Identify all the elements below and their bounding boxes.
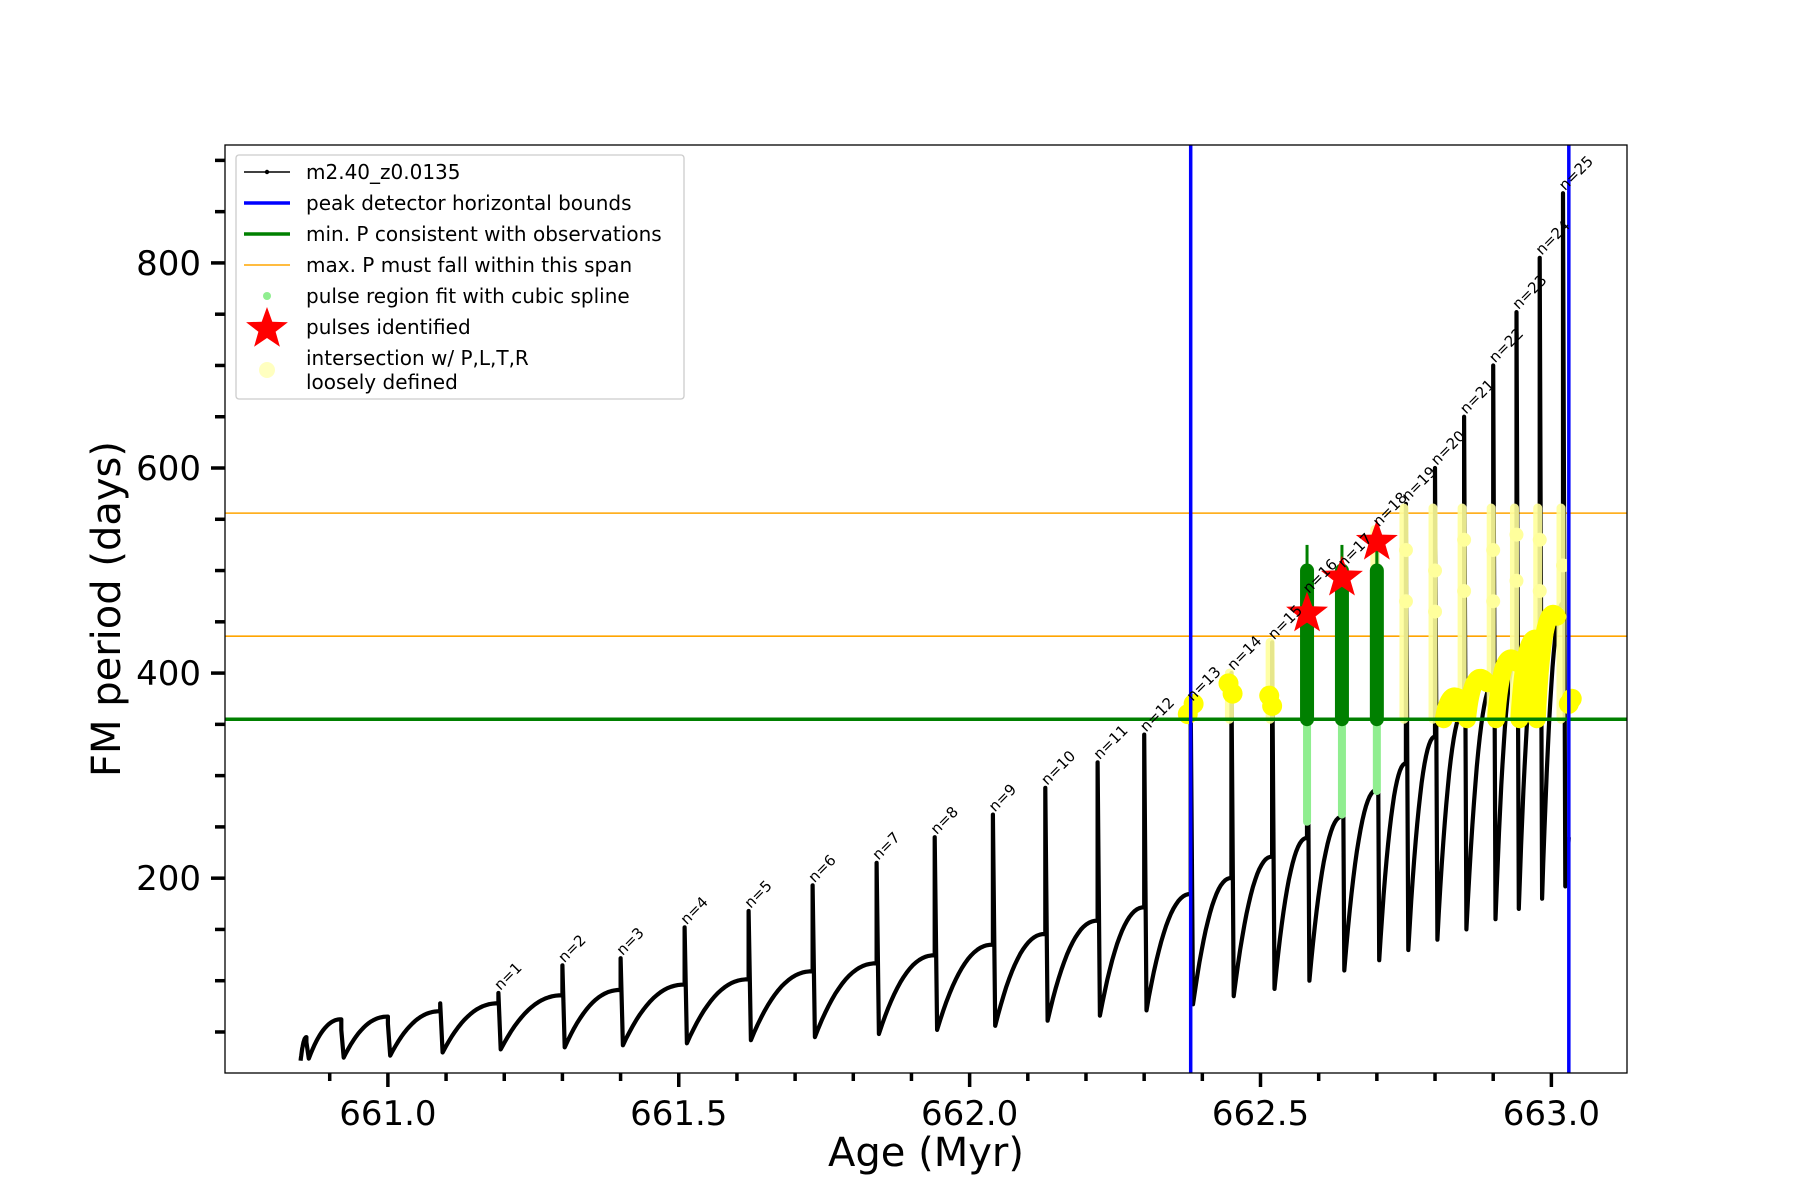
intersection-point — [1509, 573, 1524, 588]
intersection-point — [1222, 683, 1243, 704]
legend-swatch-marker — [264, 169, 270, 175]
x-tick-label: 661.5 — [630, 1094, 727, 1134]
y-axis-title: FM period (days) — [84, 441, 130, 777]
y-tick-label: 600 — [136, 449, 201, 489]
intersection-point — [1262, 695, 1283, 716]
legend-item-1: m2.40_z0.0135 — [244, 160, 461, 184]
intersection-point — [1532, 584, 1547, 599]
legend-label: loosely defined — [306, 370, 458, 394]
intersection-point — [1486, 594, 1501, 609]
legend-item-3: min. P consistent with observations — [244, 222, 662, 246]
intersection-point — [1556, 558, 1571, 573]
intersection-point — [1509, 527, 1524, 542]
legend-swatch — [246, 307, 288, 347]
x-tick-label: 661.0 — [339, 1094, 436, 1134]
intersection-arc — [1487, 649, 1526, 729]
legend-item-5: pulse region fit with cubic spline — [263, 284, 630, 308]
intersection-point — [1445, 702, 1466, 723]
x-axis-title: Age (Myr) — [828, 1130, 1024, 1176]
legend-label: m2.40_z0.0135 — [306, 160, 461, 184]
x-tick-label: 662.5 — [1212, 1094, 1309, 1134]
intersection-point — [1457, 532, 1472, 547]
intersection-point — [1532, 532, 1547, 547]
y-tick-label: 200 — [136, 859, 201, 899]
identified-pulse-star — [1321, 555, 1363, 596]
legend-label: max. P must fall within this span — [306, 253, 632, 277]
legend-item-2: peak detector horizontal bounds — [244, 191, 632, 215]
series-line-m2-40-z0-0135 — [298, 191, 1571, 1061]
legend-box — [235, 154, 685, 400]
intersection-point — [1561, 688, 1582, 709]
legend-item-6: pulses identified — [246, 307, 471, 347]
legend-label: pulse region fit with cubic spline — [306, 284, 630, 308]
legend-swatch — [259, 362, 275, 378]
y-tick-label: 400 — [136, 654, 201, 694]
legend-swatch — [263, 292, 271, 300]
intersection-point — [1183, 693, 1204, 714]
intersection-point — [1398, 594, 1413, 609]
intersection-point — [1398, 543, 1413, 558]
intersection-point — [1486, 543, 1501, 558]
legend-label: intersection w/ P,L,T,R — [306, 346, 529, 370]
intersection-point — [1428, 563, 1443, 578]
identified-pulse-star — [1355, 519, 1398, 560]
x-tick-label: 662.0 — [921, 1094, 1018, 1134]
legend-label: min. P consistent with observations — [306, 222, 662, 246]
intersection-arc — [1527, 604, 1567, 729]
legend-label: pulses identified — [306, 315, 471, 339]
x-tick-label: 663.0 — [1503, 1094, 1600, 1134]
intersection-point — [1428, 604, 1443, 619]
legend-item-4: max. P must fall within this span — [244, 253, 632, 277]
identified-pulse-star — [1286, 591, 1328, 632]
intersection-point — [1457, 584, 1472, 599]
legend-label: peak detector horizontal bounds — [306, 191, 632, 215]
plot-frame — [224, 144, 1628, 1074]
y-tick-label: 800 — [136, 244, 201, 284]
